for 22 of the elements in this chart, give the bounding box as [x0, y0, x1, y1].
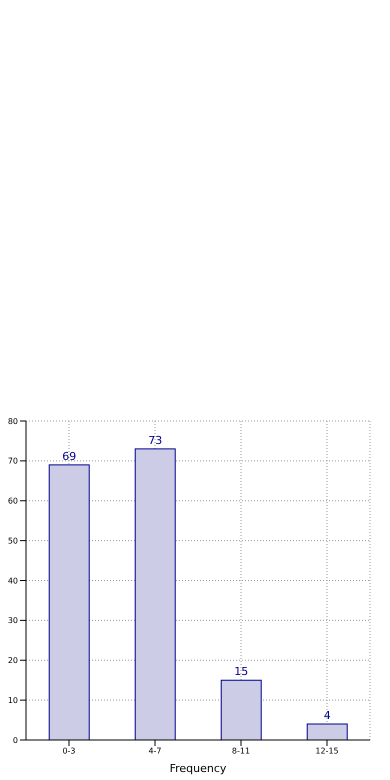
y-tick-label: 20 — [8, 656, 18, 666]
data-label: 69 — [62, 450, 76, 463]
data-label: 15 — [234, 665, 248, 678]
x-tick-label: 0-3 — [62, 746, 76, 756]
x-tick-label: 4-7 — [148, 746, 162, 756]
y-tick-label: 40 — [8, 576, 18, 586]
y-tick-label: 70 — [8, 456, 18, 466]
bar — [220, 680, 262, 740]
y-tick-label: 60 — [8, 496, 18, 506]
bar — [48, 464, 90, 740]
bar — [306, 724, 348, 740]
x-tick-label: 12-15 — [315, 746, 339, 756]
data-label: 4 — [324, 709, 331, 722]
data-label: 73 — [148, 434, 162, 447]
x-axis-title: Frequency — [170, 762, 227, 775]
y-tick-label: 0 — [12, 736, 18, 745]
y-tick-label: 80 — [8, 416, 18, 426]
y-tick-label: 10 — [8, 696, 18, 705]
bar — [134, 448, 176, 740]
y-tick-label: 30 — [8, 616, 18, 626]
y-tick-label: 50 — [8, 536, 18, 546]
x-tick-label: 8-11 — [232, 746, 250, 756]
